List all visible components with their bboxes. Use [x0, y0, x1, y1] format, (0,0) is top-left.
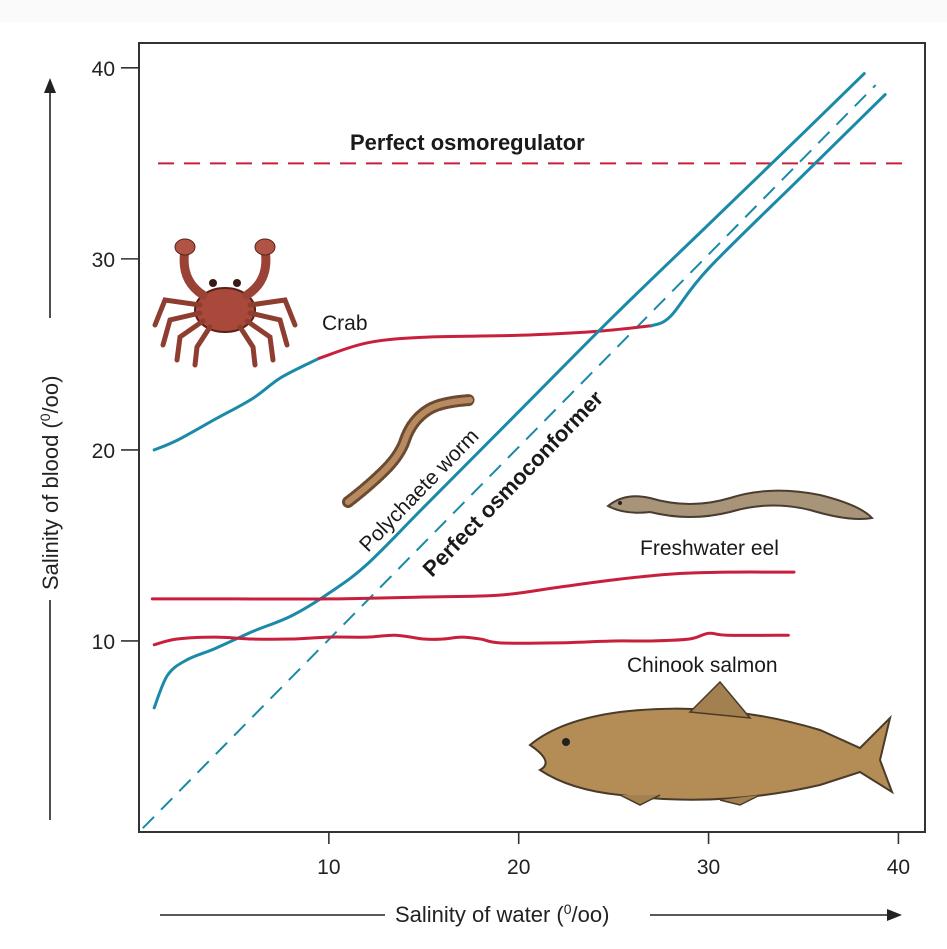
series-line-crab-2 — [650, 93, 887, 328]
plot-frame — [138, 42, 926, 833]
series-line-crab-0 — [152, 356, 321, 452]
polychaete-worm-illustration — [342, 394, 476, 508]
x-axis-arrowhead — [887, 909, 902, 921]
x-tick-label: 40 — [887, 856, 910, 879]
annotation-perfect-osmoregulator: Perfect osmoregulator — [350, 130, 585, 155]
reference-lines — [142, 84, 908, 829]
y-tick-label: 40 — [92, 58, 115, 81]
tick-group: 10 20 30 40 10 20 30 40 — [92, 58, 910, 879]
crab-illustration — [152, 238, 298, 368]
y-tick-label: 30 — [92, 249, 115, 272]
x-axis-label: Salinity of water (0/oo) — [395, 901, 609, 927]
series-line-chinook-salmon-0 — [152, 631, 790, 647]
x-tick-label: 30 — [697, 856, 720, 879]
y-axis-label: Salinity of blood (0/oo) — [37, 376, 63, 590]
y-tick-label: 10 — [92, 631, 115, 654]
x-tick-label: 20 — [507, 856, 530, 879]
chinook-salmon-illustration — [528, 680, 894, 806]
series-lines — [150, 72, 887, 710]
y-axis-arrowhead — [44, 78, 56, 93]
illustrations — [152, 238, 894, 806]
x-tick-label: 10 — [317, 856, 340, 879]
annotation-crab: Crab — [322, 312, 368, 335]
top-band — [0, 0, 947, 22]
annotation-chinook-salmon: Chinook salmon — [627, 654, 778, 677]
y-tick-label: 20 — [92, 440, 115, 463]
series-line-polychaete-worm-0 — [152, 72, 866, 710]
series-line-freshwater-eel-0 — [150, 570, 796, 601]
reference-line-perfect-osmoconformer — [142, 84, 877, 829]
annotation-freshwater-eel: Freshwater eel — [640, 537, 779, 560]
series-line-crab-1 — [317, 324, 654, 360]
freshwater-eel-illustration — [606, 489, 874, 520]
